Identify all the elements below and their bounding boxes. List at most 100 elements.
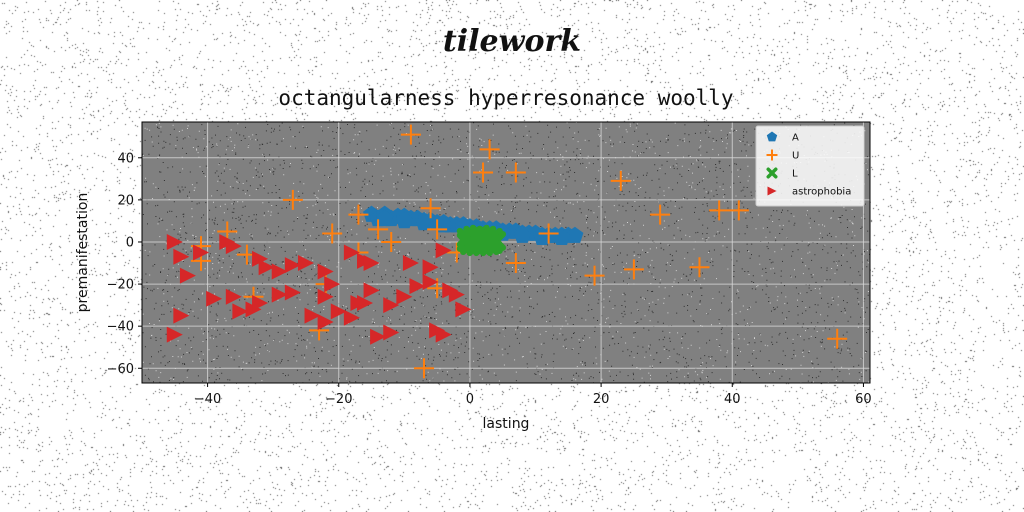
data-point <box>435 216 453 233</box>
x-tick-label: −20 <box>325 392 352 407</box>
data-point <box>505 162 526 183</box>
y-tick-label: 0 <box>126 235 134 250</box>
data-point <box>232 303 249 320</box>
data-point <box>317 288 334 305</box>
data-point <box>350 295 367 312</box>
axes: −40 −20 0 20 40 60 −60 −40 −20 0 20 40 <box>107 151 872 407</box>
data-point <box>728 200 749 221</box>
data-point <box>383 297 400 314</box>
data-point <box>709 200 730 221</box>
y-tick-label: 40 <box>117 151 134 166</box>
data-point <box>370 328 387 345</box>
series-1 <box>191 124 848 379</box>
legend-marker <box>766 167 778 179</box>
data-point <box>455 301 472 318</box>
data-point <box>689 257 710 278</box>
y-tick-label: −60 <box>107 362 134 377</box>
x-tick-label: 60 <box>855 392 872 407</box>
data-point <box>513 226 531 243</box>
series-2 <box>456 224 507 257</box>
data-point <box>827 328 848 349</box>
data-point <box>623 259 644 280</box>
data-point <box>173 248 190 265</box>
figure-suptitle: tilework <box>442 24 582 59</box>
x-tick-label: 0 <box>466 392 474 407</box>
series-3 <box>166 233 472 345</box>
x-tick-label: 40 <box>724 392 741 407</box>
data-point <box>252 250 269 267</box>
data-point <box>415 214 433 231</box>
data-point <box>324 276 341 293</box>
data-point <box>317 263 334 280</box>
data-point <box>422 273 439 290</box>
data-point <box>435 326 452 343</box>
data-point <box>317 313 334 330</box>
legend-marker <box>766 131 778 142</box>
data-point <box>376 209 394 227</box>
data-point <box>479 139 500 160</box>
data-point <box>566 226 584 243</box>
data-point <box>193 244 210 261</box>
data-point <box>427 219 448 240</box>
legend-label: L <box>792 169 798 180</box>
data-point <box>271 263 288 280</box>
data-point <box>343 309 360 326</box>
data-point <box>258 259 275 276</box>
data-point <box>282 189 303 210</box>
y-tick-label: 20 <box>117 193 134 208</box>
data-point <box>166 233 183 250</box>
x-tick-label: 20 <box>593 392 610 407</box>
legend-label: A <box>792 133 799 144</box>
legend-marker <box>766 149 778 161</box>
data-point <box>271 286 288 303</box>
data-point <box>396 288 413 305</box>
data-point <box>395 211 413 229</box>
legend-label: astrophobia <box>792 187 851 198</box>
data-point <box>363 255 380 272</box>
data-point <box>284 284 301 301</box>
data-point <box>414 358 435 379</box>
data-point <box>383 324 400 341</box>
data-point <box>448 286 465 303</box>
y-tick-label: −40 <box>107 320 134 335</box>
data-point <box>402 255 419 272</box>
x-axis-label: lasting <box>483 416 530 432</box>
data-point <box>304 307 321 324</box>
data-point <box>179 267 196 284</box>
data-point <box>322 223 343 244</box>
data-point <box>505 253 526 274</box>
data-point <box>225 288 242 305</box>
data-point <box>420 198 441 219</box>
chart-title: octangularness hyperresonance woolly <box>278 86 734 110</box>
data-point <box>173 307 190 324</box>
data-point <box>348 204 369 225</box>
data-point <box>650 204 671 225</box>
data-point <box>252 295 269 312</box>
legend-marker <box>767 186 777 196</box>
y-axis-label: premanifestation <box>75 193 91 313</box>
data-point <box>473 162 494 183</box>
data-point <box>476 228 497 249</box>
x-tick-label: −40 <box>194 392 221 407</box>
data-point <box>381 231 402 252</box>
data-point <box>610 170 631 191</box>
legend-box <box>755 125 865 207</box>
data-point <box>409 278 426 295</box>
legend-label: U <box>792 151 799 162</box>
data-point <box>368 219 389 240</box>
data-point <box>363 282 380 299</box>
data-point <box>422 259 439 276</box>
data-point <box>538 223 559 244</box>
data-point <box>284 257 301 274</box>
data-point <box>297 255 314 272</box>
data-marks <box>166 124 848 379</box>
data-point <box>330 303 347 320</box>
data-point <box>166 326 183 343</box>
data-point <box>400 124 421 145</box>
data-point <box>343 244 360 261</box>
data-point <box>225 238 242 255</box>
data-point <box>435 242 452 259</box>
data-point <box>206 290 223 307</box>
